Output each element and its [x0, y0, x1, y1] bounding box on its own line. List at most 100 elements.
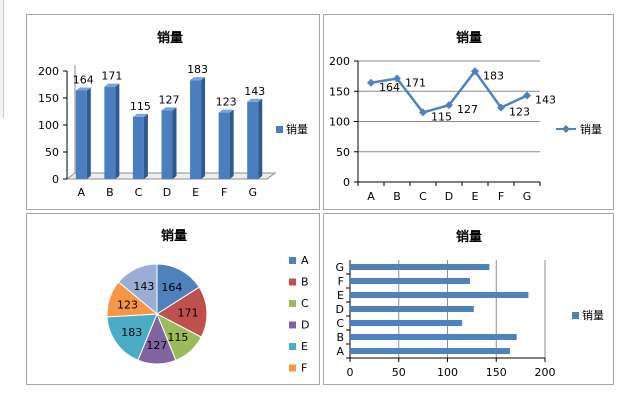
- bar-front: [132, 116, 144, 179]
- bar: [350, 264, 490, 270]
- bar-side: [172, 107, 177, 179]
- y-tick-label: 200: [38, 65, 59, 78]
- pie-slice: [156, 286, 208, 338]
- point-marker: [367, 78, 375, 87]
- data-label: 171: [101, 70, 122, 83]
- y-tick-label: 150: [329, 85, 350, 98]
- x-tick-label: F: [498, 190, 504, 203]
- data-label: 164: [161, 281, 182, 294]
- data-label: 115: [167, 331, 188, 344]
- data-label: 127: [159, 93, 180, 106]
- bar-chart-3d-panel: 销量 0 50 100 150 200 164 A 171 B 115 C 127 D 183 E 123 F 14…: [26, 14, 320, 210]
- x-tick-label: E: [192, 186, 199, 199]
- bar: [350, 320, 463, 326]
- x-tick-label: B: [106, 186, 114, 199]
- data-label: 183: [483, 69, 504, 82]
- legend-swatch: [289, 300, 296, 307]
- data-label: 127: [146, 339, 167, 352]
- y-tick-label: 50: [336, 146, 350, 159]
- bar-side: [229, 109, 234, 179]
- bar-front: [75, 90, 87, 179]
- x-tick-label: E: [472, 190, 479, 203]
- bar-side: [143, 113, 148, 179]
- y-tick-label: C: [336, 317, 344, 330]
- legend-label: A: [301, 254, 309, 267]
- bar-top: [104, 83, 120, 87]
- data-label: 127: [457, 103, 478, 116]
- x-tick-label: C: [419, 190, 427, 203]
- bar-top: [132, 113, 148, 117]
- bar-front: [104, 86, 116, 179]
- legend-label: 销量: [582, 308, 604, 322]
- line-chart: 销量 0 50 100 150 200 164 A 171 B 115 C 127 D 183 E 123 F 14…: [329, 30, 602, 203]
- data-label: 123: [216, 96, 237, 109]
- bar-front: [161, 110, 173, 179]
- pie-chart-panel: 销量 164 171 115 127 183 123 143 A B C D E F: [26, 213, 320, 385]
- bar-chart-3d: 销量 0 50 100 150 200 164 A 171 B 115 C 127 D 183 E 123 F 14…: [38, 30, 308, 199]
- point-marker: [445, 101, 453, 110]
- y-tick-label: G: [335, 261, 344, 274]
- x-tick-label: G: [523, 190, 532, 203]
- legend-swatch: [572, 312, 579, 319]
- x-tick-label: 50: [392, 366, 406, 379]
- y-tick-label: 100: [329, 116, 350, 129]
- legend-label: C: [301, 297, 309, 310]
- y-tick-label: 100: [38, 119, 59, 132]
- pie-slice: [156, 263, 200, 315]
- legend-label: B: [301, 276, 309, 289]
- x-tick-label: D: [445, 190, 453, 203]
- x-tick-label: B: [393, 190, 401, 203]
- data-label: 164: [379, 81, 400, 94]
- bar: [350, 348, 510, 354]
- x-tick-label: A: [367, 190, 375, 203]
- bar-front: [190, 80, 202, 179]
- bar-top: [190, 77, 206, 81]
- data-label: 183: [121, 326, 142, 339]
- x-tick-label: 100: [437, 366, 458, 379]
- point-marker: [419, 108, 427, 117]
- legend-label: 销量: [286, 122, 308, 136]
- x-tick-label: 150: [486, 366, 507, 379]
- y-tick-label: 0: [343, 176, 350, 189]
- chart-title: 销量: [161, 228, 187, 244]
- data-label: 164: [73, 73, 94, 86]
- x-tick-label: F: [221, 186, 227, 199]
- x-tick-label: 200: [535, 366, 556, 379]
- y-tick-label: D: [336, 303, 344, 316]
- data-label: 143: [535, 93, 556, 106]
- legend-label: D: [301, 319, 309, 332]
- data-label: 171: [177, 307, 198, 320]
- data-label: 143: [244, 85, 265, 98]
- legend-marker: [562, 125, 570, 133]
- x-tick-label: A: [78, 186, 86, 199]
- horizontal-bar-chart-panel: 销量 0 50 100 150 200 A B C D E F G 销量: [323, 213, 614, 385]
- bar-side: [201, 77, 206, 179]
- legend-swatch: [276, 126, 283, 133]
- bar-top: [218, 109, 234, 113]
- window-edge: [0, 0, 4, 118]
- pie-slice: [117, 263, 158, 316]
- legend-label: 销量: [580, 122, 602, 136]
- x-tick-label: G: [248, 186, 257, 199]
- legend-swatch: [289, 343, 296, 350]
- data-label: 123: [509, 106, 530, 119]
- y-tick-label: F: [338, 275, 344, 288]
- legend-label: F: [301, 362, 307, 375]
- y-tick-label: 150: [38, 92, 59, 105]
- point-marker: [497, 103, 505, 112]
- chart-title: 销量: [456, 30, 482, 46]
- pie-slice: [106, 313, 158, 361]
- legend-swatch: [289, 278, 296, 286]
- bar-top: [247, 98, 263, 102]
- bar-top: [75, 87, 91, 91]
- y-tick-label: 0: [52, 173, 59, 186]
- bar-front: [247, 101, 259, 179]
- legend-label: E: [301, 340, 308, 353]
- legend-swatch: [289, 364, 296, 372]
- x-tick-label: C: [135, 186, 143, 199]
- x-tick-label: 0: [347, 366, 354, 379]
- legend-swatch: [289, 257, 296, 264]
- bar: [350, 334, 517, 340]
